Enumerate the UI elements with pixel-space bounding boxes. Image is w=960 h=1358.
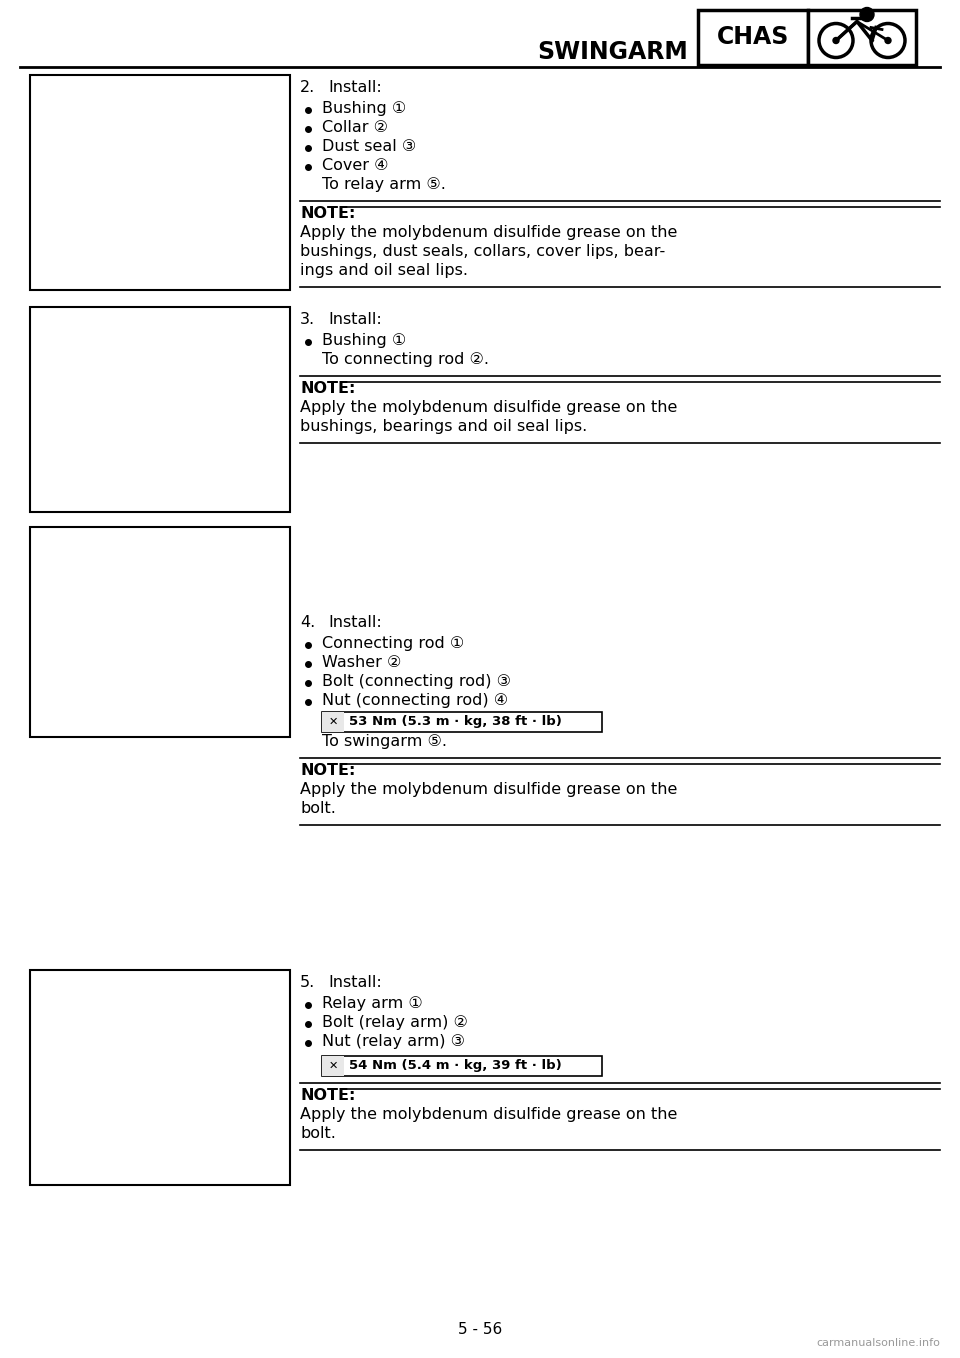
- Text: SWINGARM: SWINGARM: [538, 39, 688, 64]
- Text: Dust seal ③: Dust seal ③: [322, 139, 417, 153]
- Text: Apply the molybdenum disulfide grease on the: Apply the molybdenum disulfide grease on…: [300, 1107, 678, 1122]
- Text: bushings, bearings and oil seal lips.: bushings, bearings and oil seal lips.: [300, 420, 588, 435]
- Text: Apply the molybdenum disulfide grease on the: Apply the molybdenum disulfide grease on…: [300, 401, 678, 416]
- Text: Nut (connecting rod) ④: Nut (connecting rod) ④: [322, 693, 508, 708]
- Bar: [322, 1057, 344, 1076]
- Text: 3.: 3.: [300, 312, 315, 327]
- Text: Bushing ①: Bushing ①: [322, 333, 406, 348]
- Text: To relay arm ⑤.: To relay arm ⑤.: [322, 177, 445, 191]
- Bar: [30, 75, 290, 291]
- Bar: [30, 307, 290, 512]
- Text: CHAS: CHAS: [717, 26, 789, 49]
- Text: bolt.: bolt.: [300, 1126, 336, 1141]
- Bar: [30, 970, 290, 1186]
- Text: 5.: 5.: [300, 975, 315, 990]
- Text: 54 Nm (5.4 m · kg, 39 ft · lb): 54 Nm (5.4 m · kg, 39 ft · lb): [349, 1059, 562, 1073]
- Text: Apply the molybdenum disulfide grease on the: Apply the molybdenum disulfide grease on…: [300, 782, 678, 797]
- Text: ✕: ✕: [328, 717, 338, 727]
- Bar: [322, 1057, 602, 1076]
- Bar: [30, 527, 290, 737]
- Circle shape: [885, 38, 891, 43]
- Text: ings and oil seal lips.: ings and oil seal lips.: [300, 263, 468, 278]
- Text: Bolt (connecting rod) ③: Bolt (connecting rod) ③: [322, 674, 511, 689]
- Text: ✕: ✕: [328, 1061, 338, 1071]
- Bar: [322, 712, 602, 732]
- Text: To connecting rod ②.: To connecting rod ②.: [322, 352, 489, 367]
- Text: NOTE:: NOTE:: [300, 382, 355, 397]
- Circle shape: [833, 38, 839, 43]
- Text: Nut (relay arm) ③: Nut (relay arm) ③: [322, 1033, 465, 1048]
- Text: Bushing ①: Bushing ①: [322, 100, 406, 115]
- Text: 2.: 2.: [300, 80, 315, 95]
- Text: Collar ②: Collar ②: [322, 120, 388, 134]
- Bar: [322, 712, 344, 732]
- Text: Bolt (relay arm) ②: Bolt (relay arm) ②: [322, 1014, 468, 1029]
- Text: bushings, dust seals, collars, cover lips, bear-: bushings, dust seals, collars, cover lip…: [300, 244, 665, 259]
- Text: To swingarm ⑤.: To swingarm ⑤.: [322, 735, 447, 750]
- Circle shape: [860, 8, 874, 22]
- Text: NOTE:: NOTE:: [300, 206, 355, 221]
- Text: Relay arm ①: Relay arm ①: [322, 995, 422, 1010]
- Text: 4.: 4.: [300, 615, 315, 630]
- Bar: [698, 10, 808, 65]
- Text: Cover ④: Cover ④: [322, 158, 389, 172]
- Text: Washer ②: Washer ②: [322, 655, 401, 669]
- Text: NOTE:: NOTE:: [300, 763, 355, 778]
- Text: Connecting rod ①: Connecting rod ①: [322, 636, 465, 650]
- Text: Install:: Install:: [328, 80, 382, 95]
- Text: 53 Nm (5.3 m · kg, 38 ft · lb): 53 Nm (5.3 m · kg, 38 ft · lb): [349, 716, 562, 728]
- Text: bolt.: bolt.: [300, 801, 336, 816]
- Text: Install:: Install:: [328, 312, 382, 327]
- Text: NOTE:: NOTE:: [300, 1088, 355, 1103]
- Text: Install:: Install:: [328, 975, 382, 990]
- Text: 5 - 56: 5 - 56: [458, 1323, 502, 1338]
- Bar: [808, 10, 916, 65]
- Text: Apply the molybdenum disulfide grease on the: Apply the molybdenum disulfide grease on…: [300, 225, 678, 240]
- Text: Install:: Install:: [328, 615, 382, 630]
- Text: carmanualsonline.info: carmanualsonline.info: [816, 1338, 940, 1348]
